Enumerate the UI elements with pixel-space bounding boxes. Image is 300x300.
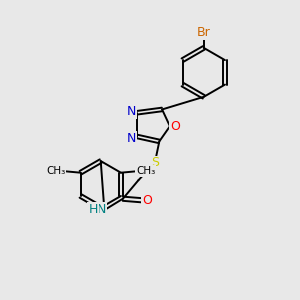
Text: CH₃: CH₃: [136, 166, 155, 176]
Text: S: S: [151, 156, 159, 170]
Text: CH₃: CH₃: [46, 166, 65, 176]
Text: H: H: [88, 203, 98, 216]
Text: N: N: [127, 131, 136, 145]
Text: N: N: [127, 105, 136, 118]
Text: N: N: [97, 203, 106, 216]
Text: Br: Br: [197, 26, 211, 39]
Text: O: O: [142, 194, 152, 207]
Text: O: O: [170, 120, 180, 133]
